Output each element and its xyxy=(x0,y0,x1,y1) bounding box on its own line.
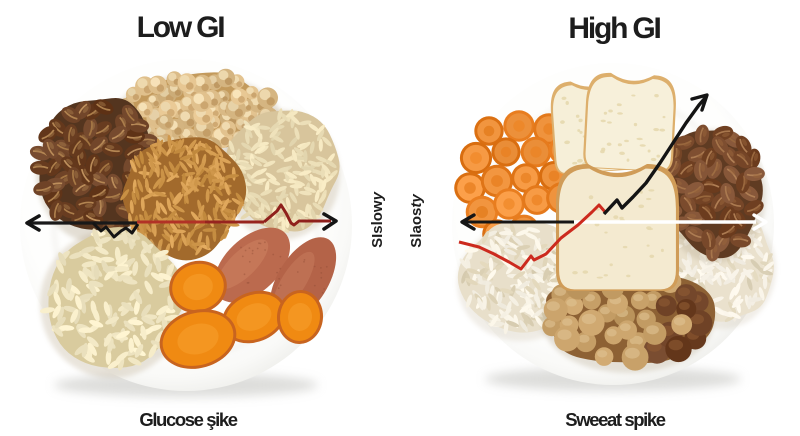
svg-text:Low GI: Low GI xyxy=(137,11,225,44)
svg-text:Glucose şike: Glucose şike xyxy=(139,409,237,430)
svg-text:SIslowy: SIslowy xyxy=(369,191,386,248)
svg-text:High GI: High GI xyxy=(568,12,660,45)
svg-text:Slaosty: Slaosty xyxy=(408,194,425,248)
svg-text:Sweeat spike: Sweeat spike xyxy=(565,409,666,430)
